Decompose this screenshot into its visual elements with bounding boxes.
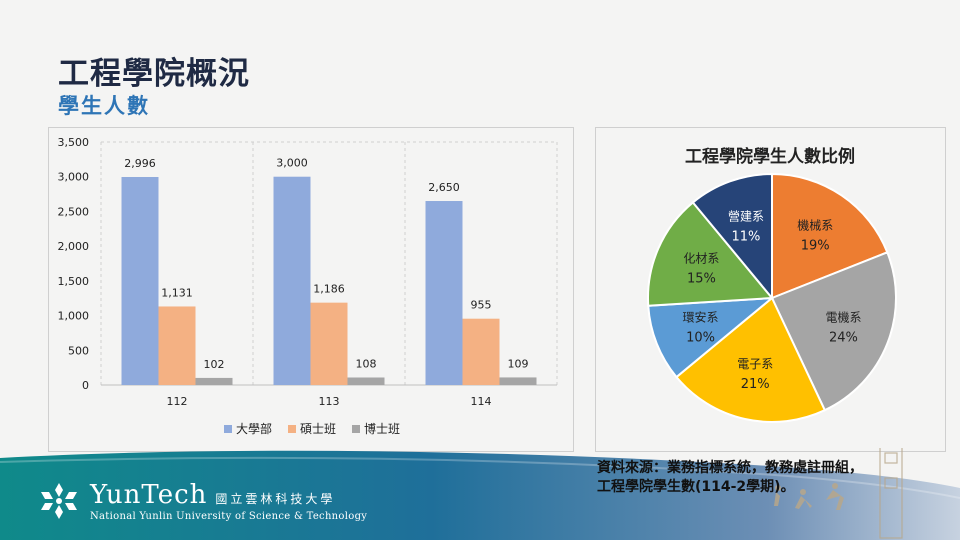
- y-tick-label: 1,000: [58, 310, 90, 323]
- y-tick-label: 2,500: [58, 205, 90, 218]
- bar-大學部-114: [425, 201, 463, 385]
- pie-slice-電子系: [675, 296, 827, 423]
- bar-博士班-112: [195, 377, 233, 385]
- pie-slice-電機系: [770, 251, 897, 412]
- athletes-illustration: [774, 483, 844, 510]
- pie-slice-label: 營建系: [728, 210, 764, 224]
- university-logo: YunTech 國立雲林科技大學 National Yunlin Universi…: [36, 480, 367, 522]
- logo-wordmark: YunTech: [90, 480, 208, 510]
- legend-swatch: [352, 425, 360, 433]
- x-tick-label: 113: [319, 395, 340, 408]
- bar-大學部-112: [121, 176, 159, 385]
- pie-slice-機械系: [771, 172, 889, 300]
- y-tick-label: 500: [68, 344, 89, 357]
- y-tick-label: 1,500: [58, 275, 90, 288]
- page-title: 工程學院概況: [58, 56, 250, 92]
- bar-碩士班-114: [462, 318, 500, 385]
- x-tick-label: 112: [167, 395, 188, 408]
- pie-slice-label: 機械系: [797, 217, 833, 232]
- bar-碩士班-112: [158, 306, 196, 385]
- pie-slice-label: 環安系: [683, 309, 719, 324]
- bar-data-label: 108: [356, 358, 377, 371]
- pie-slice-percent: 19%: [801, 238, 830, 253]
- pie-slice-percent: 24%: [829, 330, 858, 345]
- bar-碩士班-113: [310, 302, 348, 385]
- bar-data-label: 1,186: [313, 283, 345, 296]
- pie-slice-化材系: [647, 201, 775, 307]
- tower-illustration: [879, 448, 903, 539]
- bar-博士班-114: [499, 377, 537, 385]
- footer-banner: [0, 448, 960, 540]
- bar-data-label: 2,996: [124, 157, 156, 170]
- legend-label: 碩士班: [300, 422, 336, 436]
- bar-博士班-113: [347, 377, 385, 385]
- bar-data-label: 2,650: [428, 181, 460, 194]
- y-tick-label: 0: [82, 379, 89, 392]
- pie-slice-percent: 15%: [687, 271, 716, 286]
- bar-大學部-113: [273, 176, 311, 385]
- pie-title: 工程學院學生人數比例: [685, 146, 855, 167]
- logo-english-name: National Yunlin University of Science & …: [90, 511, 368, 522]
- pie-slice-percent: 11%: [732, 230, 761, 245]
- pie-slice-percent: 21%: [741, 377, 770, 392]
- x-tick-label: 114: [471, 395, 492, 408]
- bar-data-label: 109: [508, 357, 529, 370]
- bar-chart-panel: 0 500 1,000 1,500 2,000 2,500 3,000 3,500 2,996 1…: [48, 127, 574, 452]
- bar-data-label: 3,000: [276, 157, 308, 170]
- pie-slice-percent: 10%: [686, 330, 715, 345]
- bar-data-label: 102: [204, 358, 225, 371]
- bar-data-label: 1,131: [161, 286, 193, 299]
- data-source-note: 資料來源：業務指標系統，教務處註冊組， 工程學院學生數(114-2學期)。: [597, 459, 863, 497]
- y-tick-label: 3,500: [58, 136, 90, 149]
- legend-label: 博士班: [364, 421, 400, 436]
- pie-slice-label: 電機系: [825, 309, 861, 324]
- logo-chinese-name: 國立雲林科技大學: [215, 492, 336, 506]
- source-line-1: 資料來源：業務指標系統，教務處註冊組，: [597, 460, 863, 476]
- legend-swatch: [224, 425, 232, 433]
- page-subtitle: 學生人數: [58, 94, 150, 118]
- source-line-2: 工程學院學生數(114-2學期)。: [597, 479, 795, 495]
- pie-chart-panel: 工程學院學生人數比例機械系 19% 電機系 24% 電子系 21% 環安系 10% 化材系 15%…: [595, 127, 946, 452]
- bar-data-label: 955: [471, 299, 492, 312]
- pie-slice-label: 化材系: [683, 251, 719, 265]
- pie-slice-營建系: [691, 172, 773, 301]
- legend-swatch: [288, 425, 296, 433]
- y-tick-label: 2,000: [58, 240, 90, 253]
- pie-slice-label: 電子系: [737, 357, 773, 371]
- bar-chart: 0 500 1,000 1,500 2,000 2,500 3,000 3,500 2,996 1…: [58, 136, 558, 436]
- snowflake-emblem-icon: [41, 483, 77, 519]
- pie-slice-環安系: [647, 296, 776, 379]
- y-tick-label: 3,000: [58, 171, 90, 184]
- legend-label: 大學部: [236, 421, 272, 436]
